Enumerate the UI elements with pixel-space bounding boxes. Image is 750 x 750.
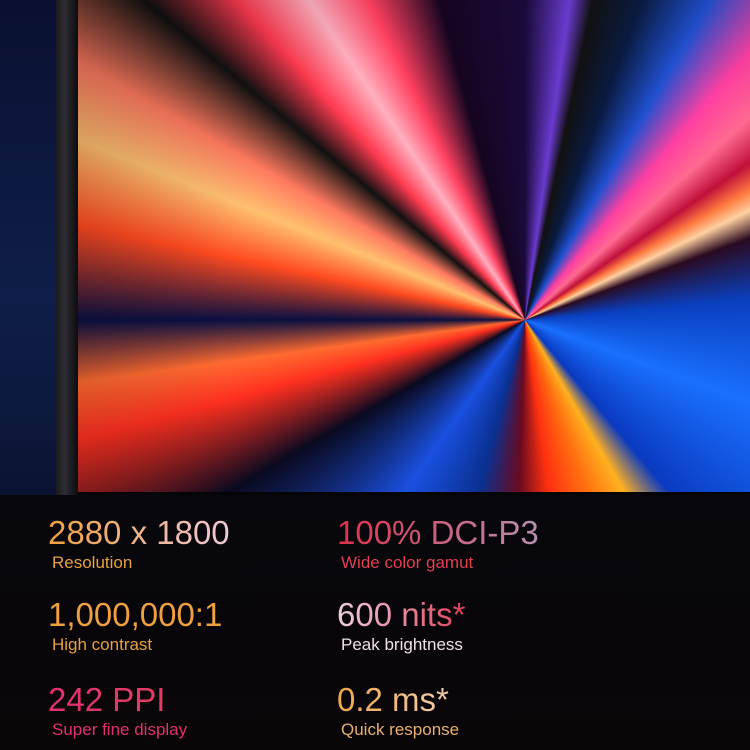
spec-ppi: 242 PPI Super fine display	[48, 682, 187, 740]
background-left	[0, 0, 60, 495]
spec-value: 100% DCI-P3	[337, 514, 539, 551]
spec-value: 2880 x 1800	[48, 514, 230, 551]
spec-color-gamut: 100% DCI-P3 Wide color gamut	[337, 515, 539, 573]
spec-value: 600 nits*	[337, 596, 466, 633]
spec-resolution: 2880 x 1800 Resolution	[48, 515, 230, 573]
spec-label: Peak brightness	[341, 635, 463, 654]
spec-label: Resolution	[52, 553, 133, 572]
spec-label: Quick response	[341, 720, 460, 739]
spec-panel: 2880 x 1800 Resolution 100% DCI-P3 Wide …	[0, 495, 750, 750]
spec-brightness: 600 nits* Peak brightness	[337, 597, 465, 655]
spec-value: 0.2 ms*	[337, 682, 459, 718]
spec-label: Super fine display	[52, 720, 188, 739]
vignette-overlay	[78, 0, 750, 492]
spec-contrast: 1,000,000:1 High contrast	[48, 597, 222, 655]
spec-response: 0.2 ms* Quick response	[337, 682, 459, 740]
color-rays-graphic	[78, 0, 750, 492]
laptop-screen-artwork	[78, 0, 750, 492]
laptop-bezel	[56, 0, 78, 495]
spec-value: 1,000,000:1	[48, 596, 223, 633]
spec-label: Wide color gamut	[341, 553, 474, 572]
spec-label: High contrast	[52, 635, 153, 654]
spec-value: 242 PPI	[48, 682, 187, 718]
